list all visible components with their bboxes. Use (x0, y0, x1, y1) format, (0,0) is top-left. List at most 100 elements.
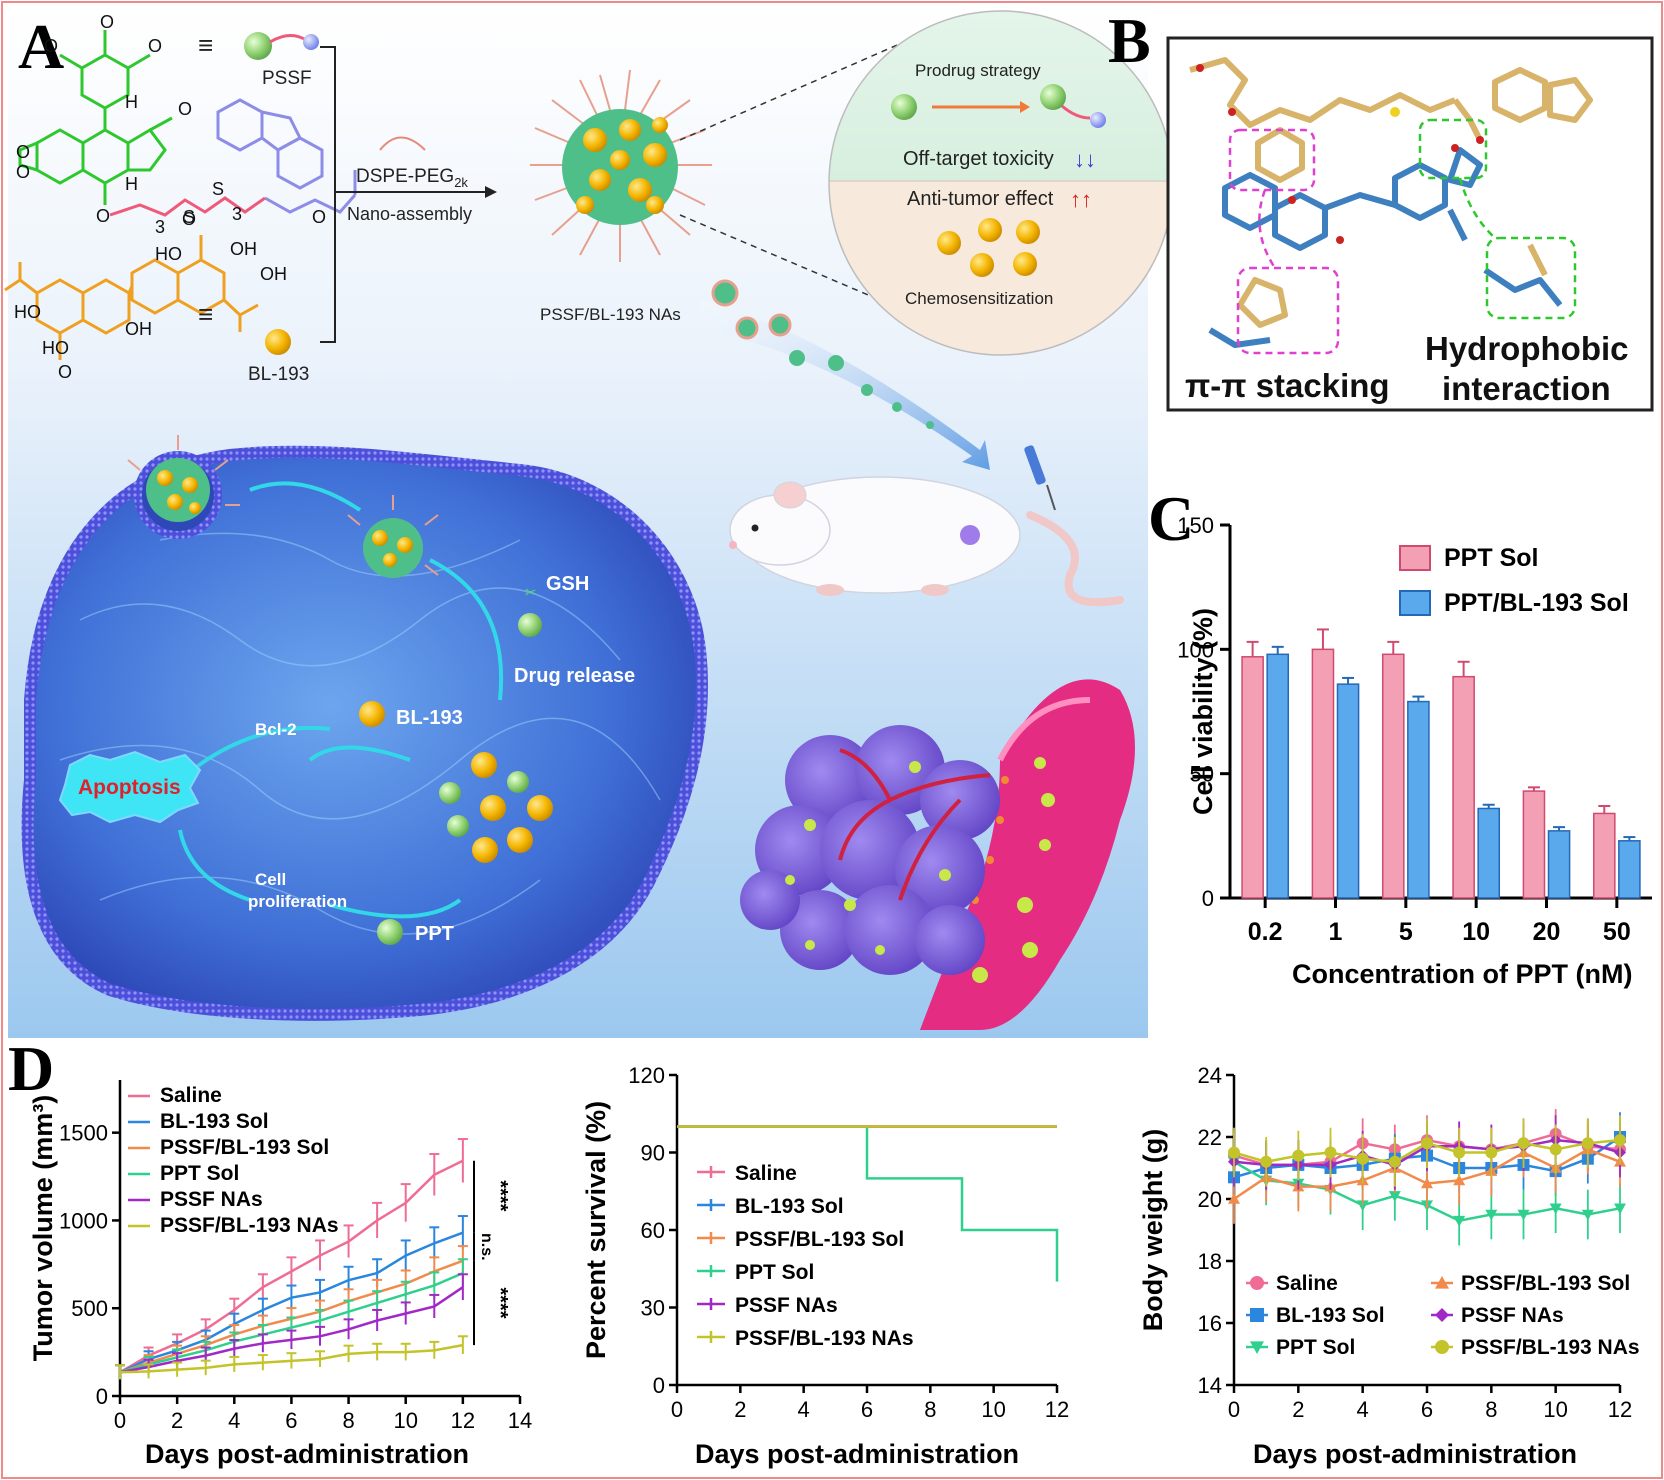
cell-proliferation-label-1: Cell (255, 870, 286, 889)
d3-x-tick-label: 12 (1608, 1397, 1632, 1422)
c-x-tick-label: 1 (1329, 918, 1343, 946)
c-bar (1547, 830, 1571, 899)
pssf-atom-o-8: O (312, 207, 326, 227)
pssf-atom-h-1: H (125, 92, 138, 112)
d3-x-tick-label: 8 (1485, 1397, 1497, 1422)
pssf-label: PSSF (262, 68, 312, 89)
pssf-atom-o-6: O (148, 36, 162, 56)
c-x-axis-label: Concentration of PPT (nM) (1292, 959, 1632, 989)
d1-legend-label: Saline (160, 1084, 222, 1107)
drug-release-label: Drug release (514, 665, 635, 687)
bl193-atom-oh-1: OH (230, 239, 257, 259)
d1-x-tick-label: 10 (393, 1408, 417, 1433)
d1-x-tick-label: 12 (451, 1408, 475, 1433)
bl193-label: BL-193 (248, 364, 309, 385)
ppt-green-ball (377, 919, 403, 945)
c-bar (1241, 656, 1264, 899)
c-y-tick-label: 100 (1177, 637, 1214, 662)
d3-legend-marker (1250, 1308, 1264, 1322)
pssf-structure (18, 30, 173, 205)
d3-point (1549, 1203, 1562, 1215)
fmoc-group (216, 98, 357, 214)
d3-point (1453, 1215, 1466, 1227)
c-y-axis-label: Cell viability (%) (1188, 608, 1218, 815)
prodrug-strategy-label: Prodrug strategy (915, 61, 1041, 80)
d3-legend-marker (1435, 1276, 1449, 1289)
offtarget-label: Off-target toxicity (903, 148, 1054, 170)
d2-legend-label: PPT Sol (735, 1261, 814, 1284)
d3-point (1421, 1137, 1433, 1150)
d3-legend-label: PSSF/BL-193 NAs (1461, 1336, 1640, 1359)
c-bar (1618, 840, 1641, 899)
d1-legend-label: PSSF/BL-193 NAs (160, 1214, 339, 1237)
d2-y-tick-label: 60 (641, 1218, 665, 1243)
cell-nanoparticle-2 (347, 495, 439, 578)
c-bar (1336, 683, 1360, 899)
pssf-atom-3-a: 3 (155, 217, 165, 237)
c-legend-swatch (1399, 545, 1431, 571)
pi-stacking-label: π-π stacking (1185, 367, 1390, 404)
tumor-vessel-illustration (740, 679, 1135, 1030)
d2-legend-label: Saline (735, 1162, 797, 1185)
d3-point (1421, 1177, 1433, 1189)
c-x-tick-label: 50 (1603, 918, 1631, 946)
bl193-equiv-symbol: ≡ (198, 299, 213, 329)
panel-a: A O O O O O O H H O 3 S S 3 O (4, 6, 1174, 1038)
bl193-atom-oh-3: OH (125, 319, 152, 339)
d2-x-tick-label: 6 (861, 1397, 873, 1422)
ligand-sticks (1189, 57, 1593, 328)
chemosens-label: Chemosensitization (905, 289, 1053, 308)
panel-label-a: A (18, 11, 64, 82)
d3-point (1228, 1193, 1240, 1204)
d3-point (1517, 1137, 1530, 1150)
pssf-atom-o-4: O (100, 12, 114, 32)
d2-x-tick-label: 2 (734, 1397, 746, 1422)
injection-particles (711, 279, 934, 429)
gsh-green-ball (518, 613, 542, 637)
hydrophobic-box-bottom (1485, 236, 1577, 320)
released-balls (439, 752, 553, 863)
c-bar (1592, 812, 1616, 899)
c-y-tick-label: 50 (1190, 762, 1214, 787)
antitumor-label: Anti-tumor effect (907, 188, 1054, 210)
d2-y-tick-label: 120 (628, 1063, 665, 1088)
dspe-peg-icon (379, 136, 426, 151)
d3-y-tick-label: 14 (1198, 1373, 1222, 1398)
nano-assembly-label: Nano-assembly (347, 204, 472, 224)
hydrophobic-box-link (1458, 177, 1496, 239)
cell-nanoparticle-1 (127, 435, 240, 522)
d3-legend-label: Saline (1276, 1272, 1338, 1295)
d1-sig-label-1: **** (489, 1180, 511, 1211)
d2-y-axis-label: Percent survival (%) (581, 1101, 611, 1359)
chart-d-survival: 0 30 60 90 120 0 2 4 6 8 10 12 Days post-administrat… (581, 1063, 1069, 1469)
d1-x-tick-label: 8 (342, 1408, 354, 1433)
d3-point (1324, 1146, 1337, 1159)
d3-y-axis-label: Body weight (g) (1138, 1129, 1168, 1331)
bl193-atom-o-2: O (58, 362, 72, 382)
d2-x-tick-label: 10 (981, 1397, 1005, 1422)
d1-x-tick-label: 4 (228, 1408, 240, 1433)
cell-proliferation-label-2: proliferation (248, 892, 347, 911)
d3-point (1485, 1146, 1498, 1159)
d3-point (1485, 1209, 1498, 1221)
d1-legend-label: PSSF NAs (160, 1188, 263, 1211)
c-bar (1381, 653, 1405, 899)
proliferation-arrow-1 (329, 898, 462, 919)
d1-legend-label: PPT Sol (160, 1162, 239, 1185)
d2-x-tick-label: 12 (1045, 1397, 1069, 1422)
d3-point (1228, 1146, 1240, 1159)
pssf-atom-o-3: O (178, 99, 192, 119)
c-bar (1407, 700, 1430, 899)
panel-label-b: B (1108, 5, 1151, 76)
mouse-illustration (729, 476, 1124, 607)
d1-x-tick-label: 6 (285, 1408, 297, 1433)
d3-point (1549, 1143, 1562, 1156)
d1-y-tick-label: 1500 (59, 1121, 108, 1146)
oxygen-atoms (1196, 64, 1484, 244)
d1-sig-label-2: n.s. (478, 1233, 495, 1261)
prodrug-arrowhead (1020, 101, 1030, 113)
prodrug-result-linker (1061, 104, 1091, 120)
d2-y-tick-label: 30 (641, 1296, 665, 1321)
panel-label-d: D (8, 1033, 54, 1104)
